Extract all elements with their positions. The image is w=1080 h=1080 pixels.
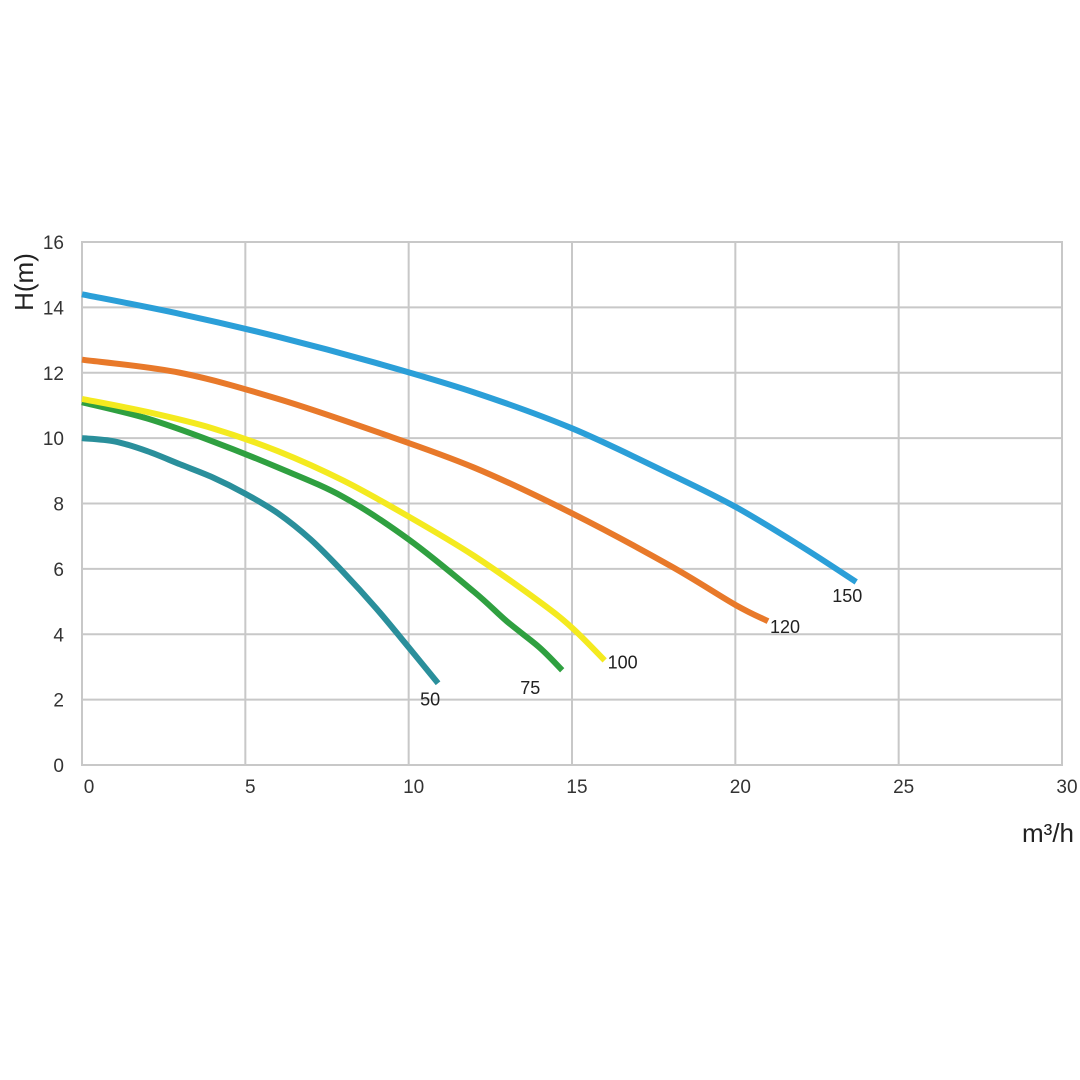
x-tick-label: 25 xyxy=(893,777,914,798)
y-tick-label: 16 xyxy=(43,233,64,254)
y-tick-label: 8 xyxy=(53,495,64,516)
x-tick-label: 10 xyxy=(403,777,424,798)
x-tick-label: 0 xyxy=(84,777,95,798)
y-tick-labels: 0 2 4 6 8 10 12 14 16 xyxy=(43,233,65,777)
y-tick-label: 14 xyxy=(43,298,65,319)
y-tick-label: 2 xyxy=(53,691,64,712)
series-line-150 xyxy=(81,291,858,585)
series-label-50: 50 xyxy=(420,689,440,709)
x-axis-title: m³/h xyxy=(1022,818,1074,848)
series-line-75 xyxy=(81,399,565,673)
y-tick-label: 0 xyxy=(53,756,64,777)
x-tick-label: 20 xyxy=(730,777,751,798)
y-tick-label: 12 xyxy=(43,364,64,385)
y-tick-label: 10 xyxy=(43,429,64,450)
plot-frame xyxy=(81,241,1063,766)
x-tick-label: 30 xyxy=(1056,777,1077,798)
series-label-120: 120 xyxy=(770,617,800,637)
series-label-75: 75 xyxy=(520,678,540,698)
series-line-100 xyxy=(81,395,607,663)
x-tick-labels: 0 5 10 15 20 25 30 xyxy=(84,777,1078,798)
series-line-50 xyxy=(81,435,441,686)
x-tick-label: 15 xyxy=(566,777,587,798)
grid-lines xyxy=(81,241,1063,766)
y-tick-label: 6 xyxy=(53,560,64,581)
y-axis-title: H(m) xyxy=(9,253,39,311)
series-label-150: 150 xyxy=(832,586,862,606)
x-tick-label: 5 xyxy=(245,777,256,798)
y-tick-label: 4 xyxy=(53,625,64,646)
series-layer: 50 75 100 120 150 xyxy=(81,291,862,709)
series-line-120 xyxy=(81,356,770,624)
series-label-100: 100 xyxy=(608,652,638,672)
